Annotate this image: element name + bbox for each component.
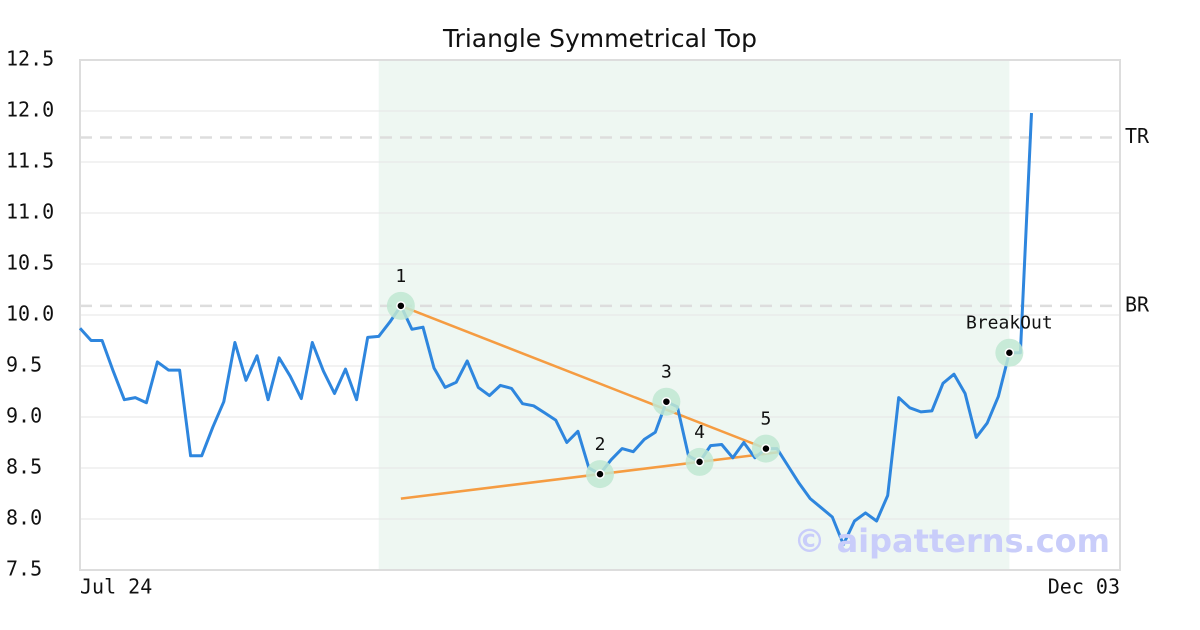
x-tick-label: Jul 24 — [80, 575, 152, 599]
upper-trend-line — [400, 304, 767, 450]
point-dot — [694, 457, 705, 467]
point-dot — [661, 396, 672, 407]
price-line — [78, 112, 1033, 546]
point-label: 1 — [395, 266, 406, 287]
y-tick-label: 10.0 — [6, 302, 54, 326]
y-tick-label: 7.5 — [6, 557, 42, 581]
chart-title: Triangle Symmetrical Top — [442, 24, 757, 53]
y-tick-label: 9.5 — [6, 353, 42, 377]
y-tick-label: 9.0 — [6, 404, 42, 428]
x-tick-label: Dec 03 — [1048, 575, 1120, 599]
point-label: 5 — [761, 409, 772, 430]
point-label: 4 — [694, 422, 705, 443]
point-label: 3 — [661, 362, 672, 383]
y-tick-label: 11.5 — [6, 149, 54, 173]
point-dot — [1004, 347, 1015, 358]
y-tick-label: 8.0 — [6, 506, 42, 530]
level-label: BR — [1125, 292, 1150, 316]
point-label: 2 — [595, 434, 606, 455]
y-tick-label: 8.5 — [6, 455, 42, 479]
y-tick-label: 12.5 — [6, 47, 54, 71]
point-label: BreakOut — [966, 313, 1053, 334]
point-dot — [595, 469, 605, 479]
y-tick-label: 11.0 — [6, 200, 54, 224]
level-label: TR — [1125, 124, 1150, 148]
point-dot — [396, 301, 406, 311]
y-tick-label: 10.5 — [6, 251, 54, 275]
watermark: © aipatterns.com — [793, 522, 1110, 560]
y-tick-label: 12.0 — [6, 98, 54, 122]
point-dot — [761, 443, 771, 454]
plot-border — [79, 59, 1121, 571]
